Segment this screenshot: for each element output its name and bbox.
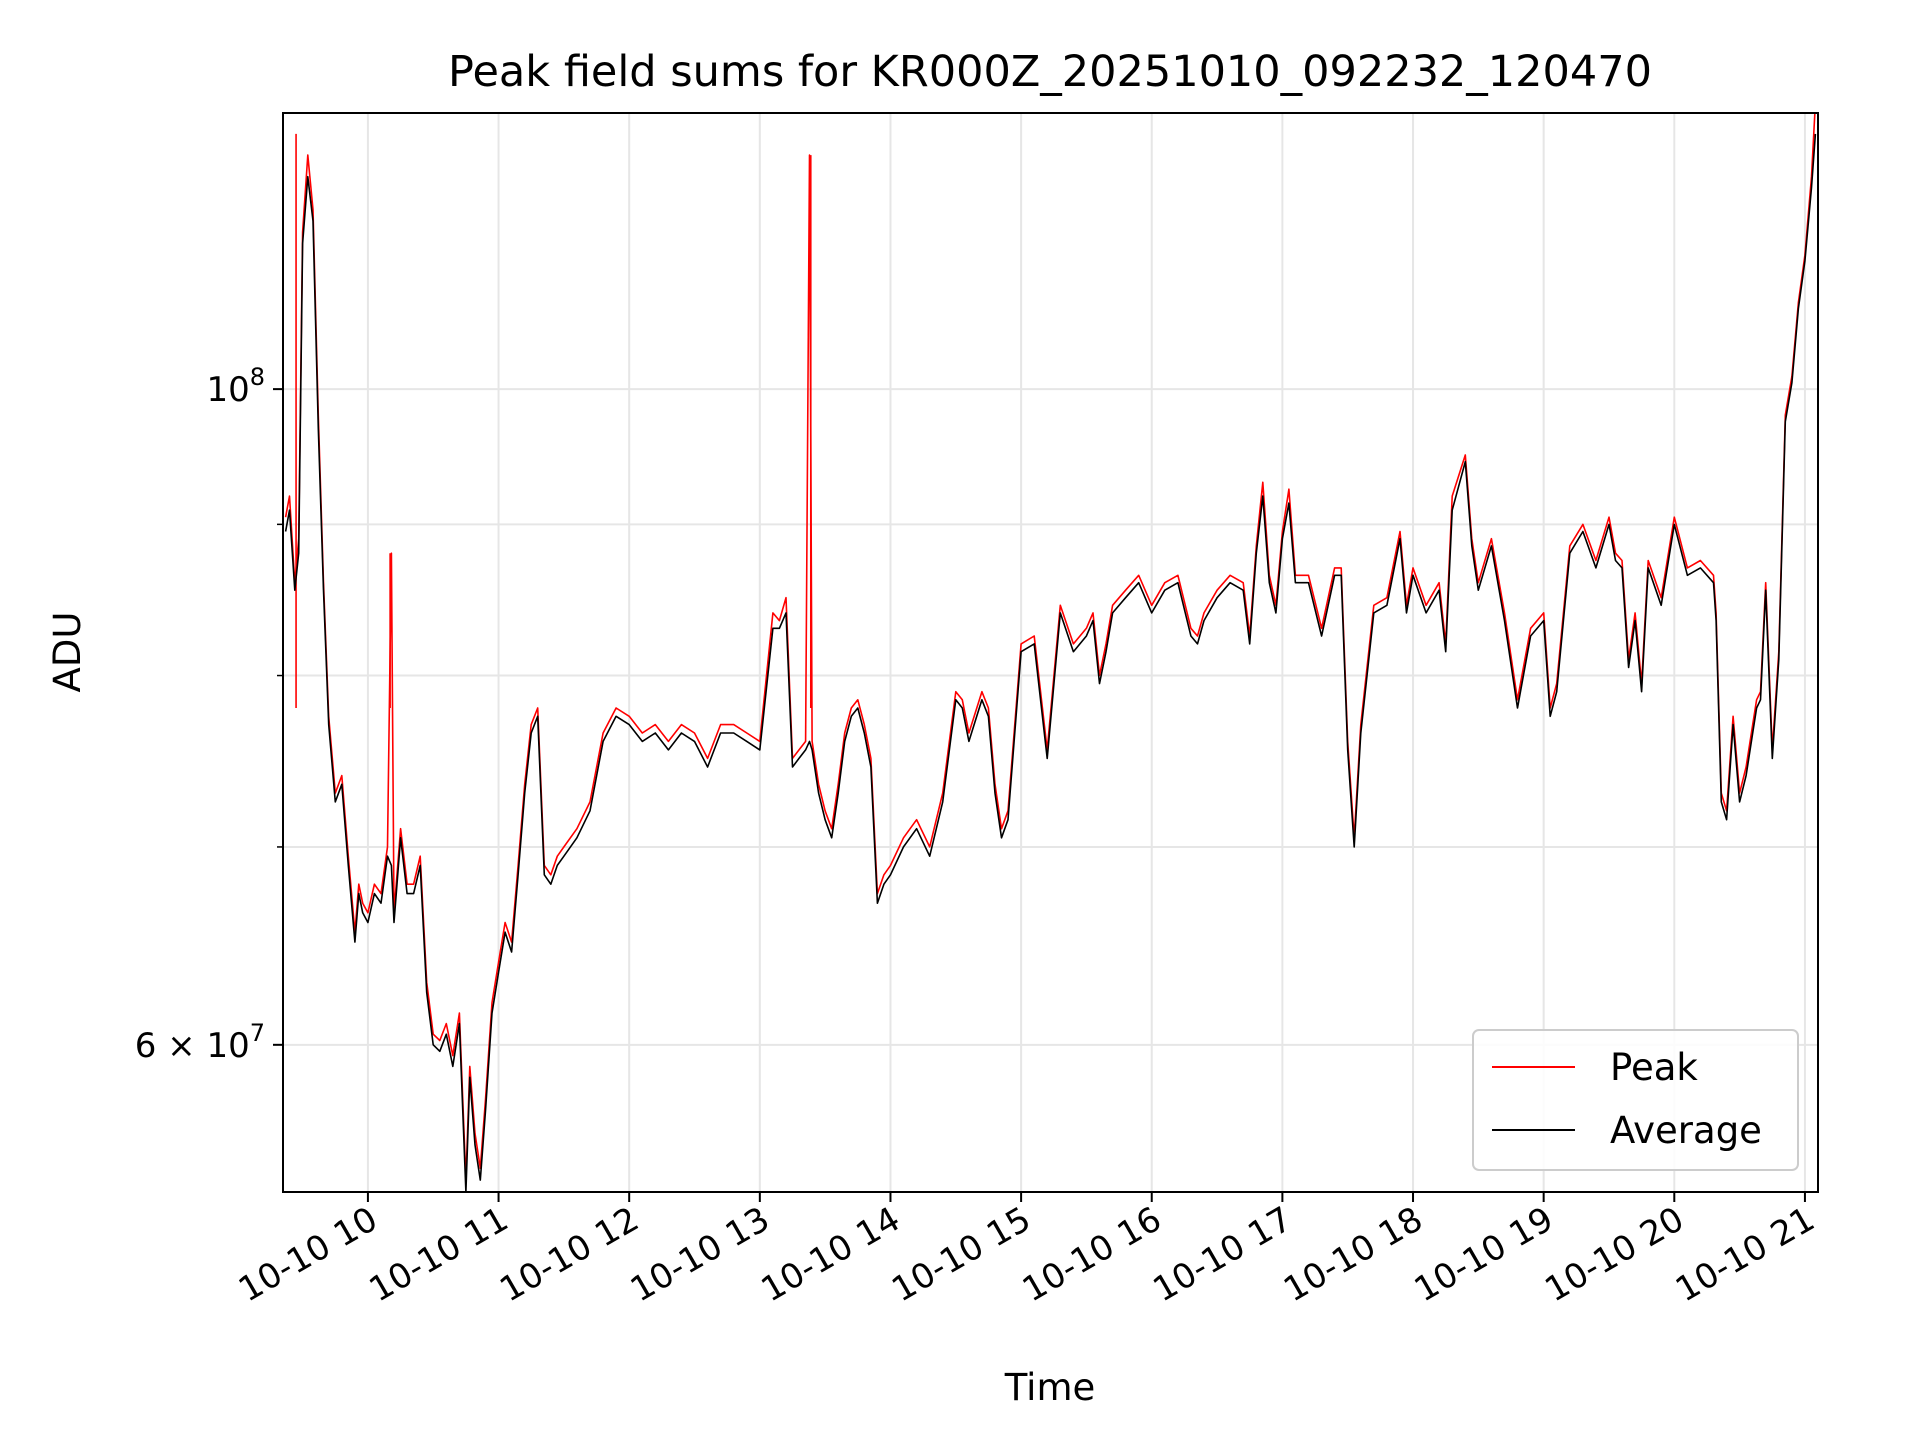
chart-title: Peak field sums for KR000Z_20251010_0922… bbox=[448, 47, 1652, 97]
y-tick-label: 6 × 107 bbox=[135, 1019, 265, 1066]
series-line-peak bbox=[284, 113, 1816, 1181]
y-tick-label: 108 bbox=[206, 363, 265, 410]
plot-area-frame bbox=[282, 112, 1819, 1193]
y-axis-label: ADU bbox=[46, 612, 89, 693]
x-axis-label: Time bbox=[1004, 1366, 1096, 1409]
legend-box bbox=[1472, 1029, 1799, 1171]
legend-label-average: Average bbox=[1610, 1109, 1762, 1152]
series-layer bbox=[284, 113, 1817, 1192]
series-line-average bbox=[284, 133, 1817, 1192]
grid bbox=[283, 113, 1818, 1192]
legend: Peak Average bbox=[1472, 1029, 1799, 1171]
legend-label-peak: Peak bbox=[1610, 1046, 1698, 1089]
